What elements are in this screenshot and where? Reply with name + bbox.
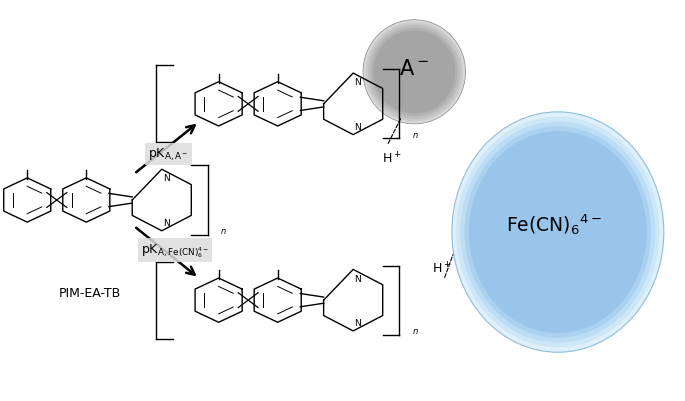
Text: N: N xyxy=(354,78,361,87)
Text: H$^+$: H$^+$ xyxy=(432,261,451,276)
Text: N: N xyxy=(163,174,170,183)
Text: A$^-$: A$^-$ xyxy=(399,59,429,79)
Text: PIM-EA-TB: PIM-EA-TB xyxy=(58,286,121,300)
Text: Fe(CN)$_6$$^{4-}$: Fe(CN)$_6$$^{4-}$ xyxy=(506,212,602,237)
Text: N: N xyxy=(354,318,361,327)
Text: N: N xyxy=(354,274,361,283)
Ellipse shape xyxy=(368,26,460,119)
Ellipse shape xyxy=(452,113,664,352)
Text: n: n xyxy=(412,326,417,336)
Ellipse shape xyxy=(464,127,651,338)
Ellipse shape xyxy=(363,21,466,125)
Ellipse shape xyxy=(373,31,456,114)
Text: pK$_{\mathregular{A,A}^-}$: pK$_{\mathregular{A,A}^-}$ xyxy=(148,146,188,163)
Text: n: n xyxy=(221,227,226,236)
Ellipse shape xyxy=(469,132,647,333)
Text: H$^+$: H$^+$ xyxy=(382,151,401,166)
Ellipse shape xyxy=(460,122,656,343)
Text: n: n xyxy=(412,131,417,140)
Ellipse shape xyxy=(371,28,458,117)
Text: pK$_{\mathregular{A,Fe(CN)}_6^{4-}}$: pK$_{\mathregular{A,Fe(CN)}_6^{4-}}$ xyxy=(141,242,209,259)
Text: N: N xyxy=(354,122,361,131)
Ellipse shape xyxy=(366,23,463,122)
Ellipse shape xyxy=(456,117,660,348)
Text: N: N xyxy=(163,218,170,227)
